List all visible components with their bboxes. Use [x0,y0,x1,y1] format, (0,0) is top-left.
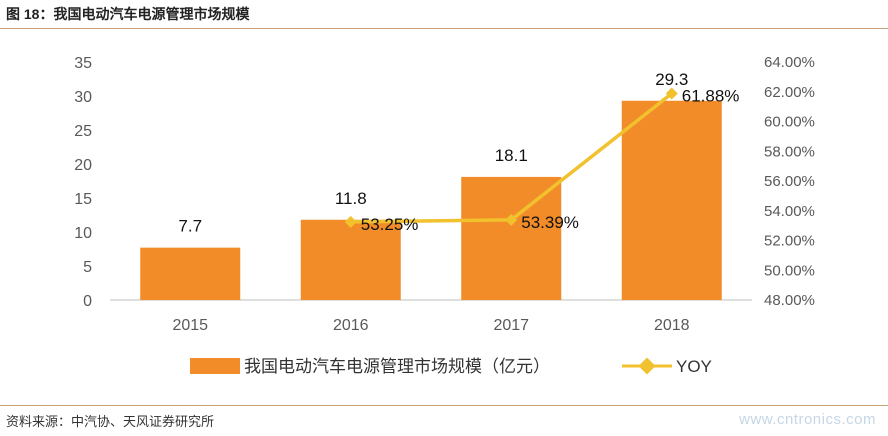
bar-value-label: 11.8 [335,189,367,208]
yoy-data-labels: 53.25% 53.39% 61.88% [361,87,740,234]
left-axis: 0 5 10 15 20 25 30 35 [74,55,92,310]
x-axis-labels: 2015 2016 2017 2018 [172,317,689,334]
bar [300,219,401,300]
yoy-value-label: 53.25% [361,215,419,234]
bar-value-label: 18.1 [495,146,528,165]
x-tick-label: 2015 [172,317,208,334]
x-tick-label: 2018 [654,317,690,334]
footer-divider [0,405,888,406]
yoy-series [344,87,678,228]
x-tick-label: 2017 [493,317,529,334]
source-note: 资料来源：中汽协、天风证券研究所 [6,414,215,429]
right-tick-label: 56.00% [764,173,815,190]
legend-yoy-label: YOY [676,357,712,376]
right-tick-label: 58.00% [764,143,815,160]
right-tick-label: 50.00% [764,262,815,279]
right-tick-label: 48.00% [764,292,815,309]
bar-value-label: 7.7 [178,217,202,236]
right-tick-label: 64.00% [764,54,815,71]
chart-area: 0 5 10 15 20 25 30 35 48.00% 50.00% 52.00% 54.00% 5… [74,54,815,376]
title-divider [0,28,888,29]
right-tick-label: 60.00% [764,114,815,131]
yoy-value-label: 61.88% [682,87,740,106]
left-tick-label: 25 [74,123,92,140]
yoy-value-label: 53.39% [521,213,579,232]
right-tick-label: 54.00% [764,203,815,220]
bar-value-label: 29.3 [655,70,688,89]
right-tick-label: 62.00% [764,84,815,101]
left-tick-label: 5 [83,259,92,276]
bar [621,100,722,300]
legend: 我国电动汽车电源管理市场规模（亿元） YOY [190,357,712,376]
bar [461,176,562,300]
watermark: www.cntronics.com [739,411,876,428]
yoy-point [344,215,357,228]
bar-data-labels: 7.7 11.8 18.1 29.3 [178,70,688,236]
left-tick-label: 35 [74,55,92,72]
right-axis: 48.00% 50.00% 52.00% 54.00% 56.00% 58.00% 60.0… [764,54,815,309]
legend-bar-swatch [190,358,240,374]
left-tick-label: 30 [74,89,92,106]
bar-series [140,100,722,300]
left-tick-label: 15 [74,191,92,208]
legend-bar-label: 我国电动汽车电源管理市场规模（亿元） [244,357,550,376]
bar [140,247,241,300]
yoy-point [665,87,678,100]
yoy-point [505,213,518,226]
left-tick-label: 20 [74,157,92,174]
legend-line-marker [638,357,656,375]
right-tick-label: 52.00% [764,233,815,250]
figure-title: 图 18：我国电动汽车电源管理市场规模 [6,6,250,22]
left-tick-label: 10 [74,225,92,242]
x-tick-label: 2016 [333,317,369,334]
left-tick-label: 0 [83,293,92,310]
